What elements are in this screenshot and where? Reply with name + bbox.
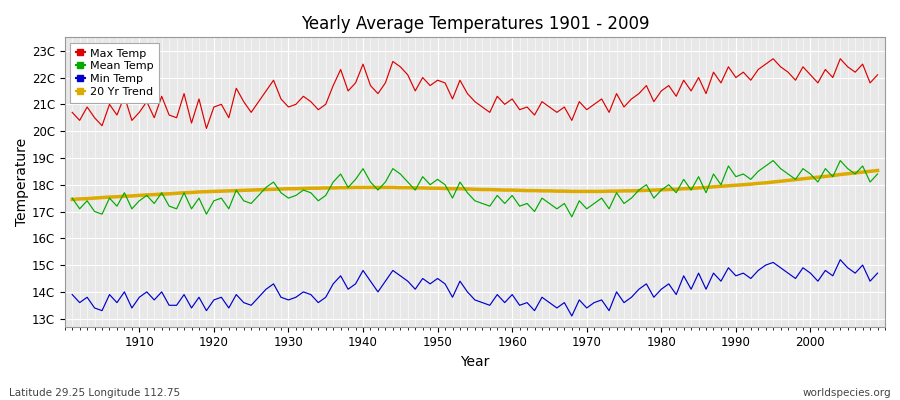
Text: Latitude 29.25 Longitude 112.75: Latitude 29.25 Longitude 112.75	[9, 388, 180, 398]
Text: worldspecies.org: worldspecies.org	[803, 388, 891, 398]
Legend: Max Temp, Mean Temp, Min Temp, 20 Yr Trend: Max Temp, Mean Temp, Min Temp, 20 Yr Tre…	[70, 43, 159, 103]
X-axis label: Year: Year	[460, 355, 490, 369]
Y-axis label: Temperature: Temperature	[15, 138, 29, 226]
Title: Yearly Average Temperatures 1901 - 2009: Yearly Average Temperatures 1901 - 2009	[301, 15, 649, 33]
